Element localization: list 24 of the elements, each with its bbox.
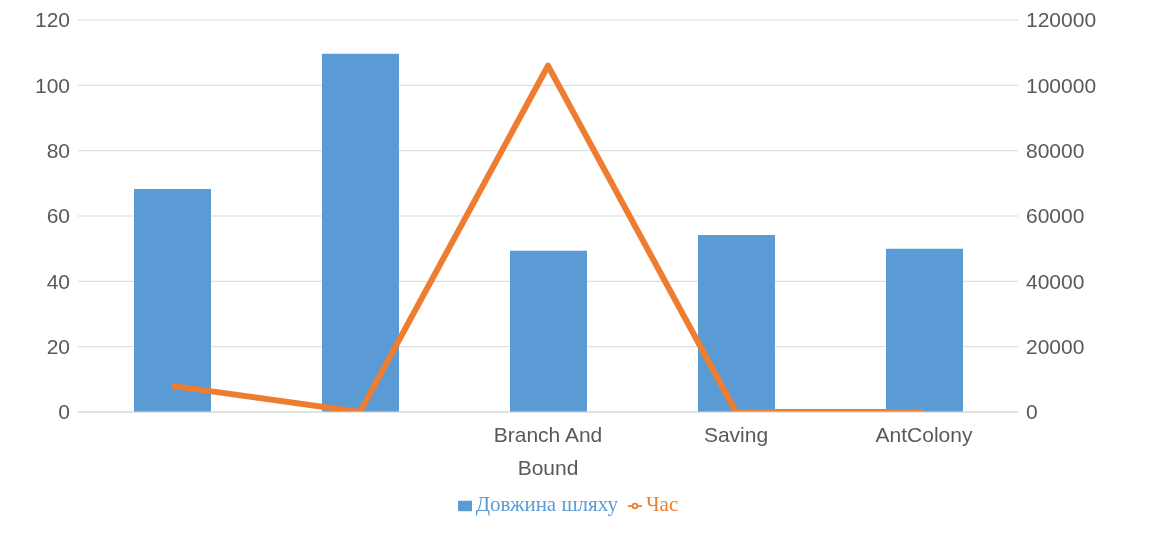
bar [698,234,775,412]
y-tick-label: 0 [58,400,70,424]
y2-tick-label: 80000 [1026,139,1085,163]
x-tick-label: Branch And Bound [493,423,603,479]
y2-tick-label: 40000 [1026,269,1085,293]
y-tick-label: 60 [46,204,70,228]
legend-label: Довжина шляху [475,492,618,516]
bar [134,188,211,412]
y2-tick-label: 60000 [1026,204,1085,228]
y-tick-label: 20 [46,335,70,359]
y2-tick-label: 0 [1026,400,1038,424]
bar [886,248,963,412]
bar [510,250,587,412]
y2-tick-label: 120000 [1026,8,1097,32]
legend-label: Час [645,492,679,516]
y-tick-label: 100 [34,73,70,97]
y-tick-label: 120 [34,8,70,32]
y-tick-label: 80 [46,139,70,163]
x-tick-label: AntColony [875,423,973,446]
bar [322,53,399,412]
y-tick-label: 40 [46,269,70,293]
y2-tick-label: 20000 [1026,335,1085,359]
y2-tick-label: 100000 [1026,73,1097,97]
x-tick-label: Saving [703,423,769,446]
